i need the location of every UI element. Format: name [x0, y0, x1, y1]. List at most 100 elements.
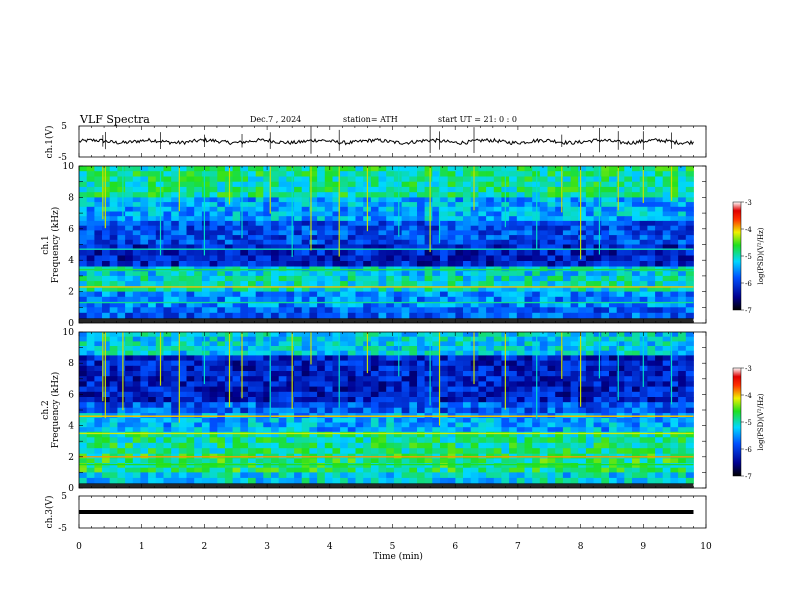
- spectrogram-cell: [232, 220, 241, 226]
- spectrogram-cell: [355, 427, 364, 433]
- spectrogram-cell: [355, 402, 364, 409]
- spectrogram-cell: [655, 244, 664, 251]
- spectrogram-cell: [678, 197, 687, 203]
- spectrogram-cell: [417, 244, 426, 251]
- spectrogram-cell: [317, 417, 326, 423]
- spectrogram-cell: [524, 192, 533, 198]
- spectrogram-cell: [539, 286, 548, 292]
- spectrogram-cell: [386, 467, 395, 473]
- spectrogram-cell: [670, 181, 679, 188]
- spectrogram-cell: [409, 448, 418, 455]
- spectrogram-cell: [601, 216, 610, 222]
- spectrogram-cell: [355, 291, 364, 298]
- spectrogram-cell: [478, 171, 487, 177]
- spectrogram-cell: [109, 255, 118, 262]
- spectrogram-cell: [86, 448, 95, 455]
- spectrogram-cell: [639, 437, 648, 444]
- spectrogram-cell: [271, 211, 280, 217]
- spectrogram-cell: [263, 448, 272, 455]
- spectrogram-cell: [94, 472, 103, 479]
- spectrogram-cell: [94, 291, 103, 298]
- spectrogram-cell: [393, 346, 402, 352]
- spectrogram-cell: [455, 431, 464, 438]
- spectrogram-cell: [393, 202, 402, 208]
- spectrogram-cell: [340, 472, 349, 479]
- spectrogram-cell: [355, 407, 364, 414]
- spectrogram-cell: [593, 397, 602, 403]
- spectrogram-cell: [524, 427, 533, 433]
- spectrogram-cell: [662, 381, 671, 387]
- spectrogram-cell: [317, 211, 326, 217]
- spectrogram-cell: [601, 220, 610, 226]
- spectrogram-cell: [539, 261, 548, 267]
- spectrogram-cell: [340, 463, 349, 469]
- spectrogram-cell: [447, 427, 456, 433]
- spectrogram-cell: [440, 181, 449, 188]
- spectrogram-cell: [186, 463, 195, 469]
- spectrogram-cell: [562, 431, 571, 438]
- spectrogram-cell: [601, 427, 610, 433]
- spectrogram-cell: [609, 171, 618, 177]
- spectrogram-cell: [186, 244, 195, 251]
- spectrogram-cell: [309, 230, 318, 236]
- spectrogram-cell: [263, 386, 272, 393]
- spectrogram-cell: [647, 225, 656, 231]
- spectrogram-cell: [555, 307, 564, 314]
- spectrogram-cell: [355, 206, 364, 212]
- spectrogram-cell: [639, 220, 648, 226]
- spectrogram-cell: [585, 386, 594, 393]
- spectrogram-cell: [670, 225, 679, 231]
- spectrogram-cell: [178, 286, 187, 292]
- spectrogram-cell: [570, 275, 579, 282]
- spectrogram-cell: [340, 437, 349, 444]
- spectrogram-cell: [186, 402, 195, 409]
- spectrogram-cell: [117, 472, 126, 479]
- spectrogram-cell: [94, 302, 103, 308]
- spectrogram-cell: [393, 235, 402, 241]
- spectrogram-cell: [125, 261, 134, 267]
- spectrogram-cell: [355, 286, 364, 292]
- spectrogram-cell: [347, 192, 356, 198]
- spectrogram-cell: [309, 281, 318, 287]
- spectrogram-cell: [294, 402, 303, 409]
- spectrogram-cell: [324, 176, 333, 183]
- spectrogram-cell: [263, 417, 272, 423]
- spectrogram-cell: [217, 192, 226, 198]
- spectrogram-cell: [601, 239, 610, 245]
- spectrogram-cell: [393, 291, 402, 298]
- spectrogram-cell: [470, 206, 479, 212]
- spectrogram-cell: [117, 463, 126, 469]
- spectrogram-cell: [601, 386, 610, 393]
- spectrogram-cell: [232, 202, 241, 208]
- spectrogram-cell: [578, 216, 587, 222]
- spectrogram-cell: [324, 244, 333, 251]
- spectrogram-cell: [670, 235, 679, 241]
- spectrogram-cell: [501, 458, 510, 464]
- spectrogram-cell: [324, 442, 333, 449]
- spectrogram-cell: [555, 216, 564, 222]
- spectrogram-cell: [516, 422, 525, 428]
- spectrogram-cell: [432, 341, 441, 347]
- spectrogram-cell: [493, 431, 502, 438]
- spectrogram-cell: [132, 467, 141, 473]
- spectrogram-cell: [294, 448, 303, 455]
- spectrogram-cell: [547, 271, 556, 277]
- spectrogram-cell: [386, 360, 395, 367]
- spectrogram-cell: [655, 437, 664, 444]
- spectrogram-cell: [347, 171, 356, 177]
- spectrogram-cell: [455, 220, 464, 226]
- spectrogram-cell: [94, 239, 103, 245]
- spectrogram-cell: [409, 197, 418, 203]
- spectrogram-cell: [332, 244, 341, 251]
- spectrogram-cell: [509, 360, 518, 367]
- spectrogram-cell: [132, 386, 141, 393]
- low-frequency-band: [79, 318, 694, 323]
- spectrogram-cell: [309, 427, 318, 433]
- spectrogram-cell: [624, 202, 633, 208]
- spectrogram-cell: [178, 181, 187, 188]
- spectrogram-cell: [601, 336, 610, 342]
- spectrogram-cell: [670, 239, 679, 245]
- spectrogram-cell: [278, 437, 287, 444]
- spectrogram-cell: [155, 181, 164, 188]
- spectrogram-cell: [463, 463, 472, 469]
